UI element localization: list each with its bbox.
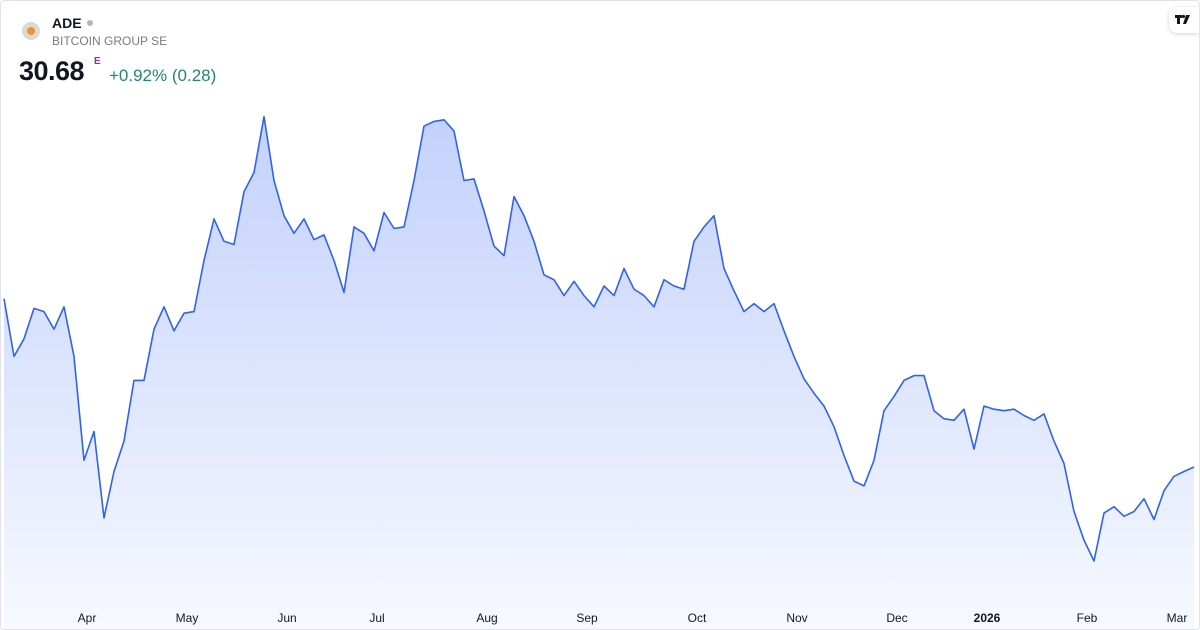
logo-icon [1175,14,1190,24]
price-flag: E [94,56,101,67]
status-dot [86,20,93,26]
x-tick-label: Dec [886,611,907,625]
symbol: ADE [52,15,93,31]
x-tick-label: May [176,611,199,625]
x-tick-label: 2026 [974,611,1001,625]
price: 30.68 [19,56,85,86]
symbol-logo [22,22,40,40]
x-tick-label: Apr [78,611,97,625]
x-tick-label: Sep [576,611,598,625]
x-tick-label: Aug [476,611,497,625]
x-tick-label: Feb [1077,611,1098,625]
x-tick-label: Nov [786,611,807,625]
area-fill [4,116,1194,629]
symbol-text: ADE [52,15,82,31]
x-tick-label: Jul [369,611,384,625]
company-name: BITCOIN GROUP SE [52,34,168,48]
x-tick-label: Jun [277,611,296,625]
x-tick-label: Mar [1167,611,1188,625]
price-line [3,115,1195,562]
tradingview-logo[interactable] [1169,7,1199,33]
x-tick-label: Oct [688,611,707,625]
price-change: +0.92% (0.28) [109,66,217,85]
